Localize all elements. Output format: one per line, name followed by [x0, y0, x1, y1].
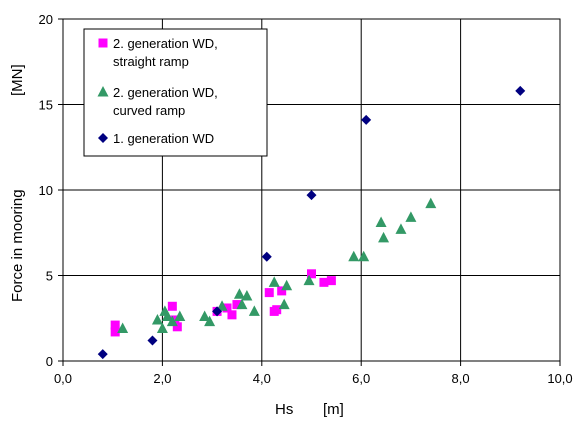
- x-tick-label: 8,0: [452, 371, 470, 386]
- triangle-point: [358, 250, 370, 262]
- y-axis-ticks: 0 5 10 15 20: [39, 12, 63, 369]
- y-tick-label: 0: [46, 354, 53, 369]
- triangle-point: [395, 223, 407, 234]
- legend-entry: 2. generation WD, straight ramp: [98, 36, 218, 69]
- triangle-point: [268, 276, 280, 287]
- triangle-point: [174, 310, 186, 322]
- triangle-point: [303, 274, 315, 286]
- series-triangle-points: [117, 197, 437, 334]
- y-axis-title: Force in mooring [MN]: [9, 64, 26, 302]
- diamond-point: [306, 190, 317, 201]
- legend-label: 2. generation WD,: [113, 85, 218, 100]
- y-tick-label: 5: [46, 269, 53, 284]
- diamond-point: [97, 349, 108, 360]
- x-tick-label: 2,0: [153, 371, 171, 386]
- x-axis-label: Hs: [275, 401, 293, 418]
- triangle-point: [236, 298, 248, 310]
- y-tick-label: 20: [39, 12, 53, 27]
- square-point: [326, 276, 336, 286]
- legend-triangle-marker: [97, 86, 109, 97]
- diamond-point: [147, 335, 158, 346]
- triangle-point: [241, 290, 253, 301]
- square-point: [172, 322, 182, 332]
- y-axis-label: Force in mooring: [9, 189, 26, 302]
- diamond-point: [361, 114, 372, 125]
- triangle-point: [405, 211, 417, 222]
- x-tick-label: 0,0: [54, 371, 72, 386]
- square-point: [272, 305, 282, 315]
- series-diamond-points: [97, 85, 526, 360]
- legend-diamond-marker: [98, 133, 108, 143]
- x-axis-ticks: 0,0 2,0 4,0 6,0 8,0 10,0: [54, 361, 573, 386]
- triangle-point: [248, 305, 260, 316]
- legend-entry: 2. generation WD, curved ramp: [97, 85, 218, 118]
- triangle-point: [278, 298, 290, 310]
- square-point: [167, 301, 177, 311]
- square-point: [110, 320, 120, 330]
- triangle-point: [281, 279, 293, 291]
- x-tick-label: 6,0: [352, 371, 370, 386]
- square-point: [277, 286, 287, 296]
- legend-entry: 1. generation WD: [98, 131, 214, 146]
- legend-square-marker: [98, 38, 108, 48]
- x-axis-unit: [m]: [323, 401, 344, 418]
- triangle-point: [151, 313, 163, 325]
- square-point: [232, 300, 242, 310]
- y-axis-unit: [MN]: [9, 64, 26, 96]
- triangle-point: [375, 216, 387, 227]
- y-tick-label: 10: [39, 183, 53, 198]
- legend-label: curved ramp: [113, 103, 185, 118]
- triangle-point: [199, 310, 211, 322]
- data-points: [97, 85, 526, 360]
- triangle-point: [156, 322, 168, 334]
- legend-label: straight ramp: [113, 54, 189, 69]
- triangle-point: [166, 315, 178, 327]
- triangle-point: [425, 197, 437, 209]
- square-point: [319, 277, 329, 287]
- legend-label: 1. generation WD: [113, 131, 214, 146]
- square-point: [227, 310, 237, 320]
- triangle-point: [348, 250, 360, 262]
- triangle-point: [378, 231, 390, 243]
- x-tick-label: 10,0: [547, 371, 572, 386]
- triangle-point: [161, 310, 173, 322]
- square-point: [110, 327, 120, 337]
- x-axis-title: Hs [m]: [275, 401, 344, 418]
- triangle-point: [216, 300, 228, 311]
- square-point: [307, 269, 316, 279]
- triangle-point: [204, 315, 216, 327]
- legend-box: [83, 28, 268, 157]
- diamond-point: [212, 306, 223, 317]
- square-point: [264, 288, 274, 298]
- triangle-point: [233, 288, 245, 299]
- diamond-point: [515, 85, 526, 96]
- y-tick-label: 15: [39, 98, 53, 113]
- square-point: [170, 315, 180, 325]
- x-tick-label: 4,0: [253, 371, 271, 386]
- legend-label: 2. generation WD,: [113, 36, 218, 51]
- triangle-point: [117, 322, 129, 334]
- square-point: [222, 303, 232, 313]
- diamond-point: [261, 251, 272, 262]
